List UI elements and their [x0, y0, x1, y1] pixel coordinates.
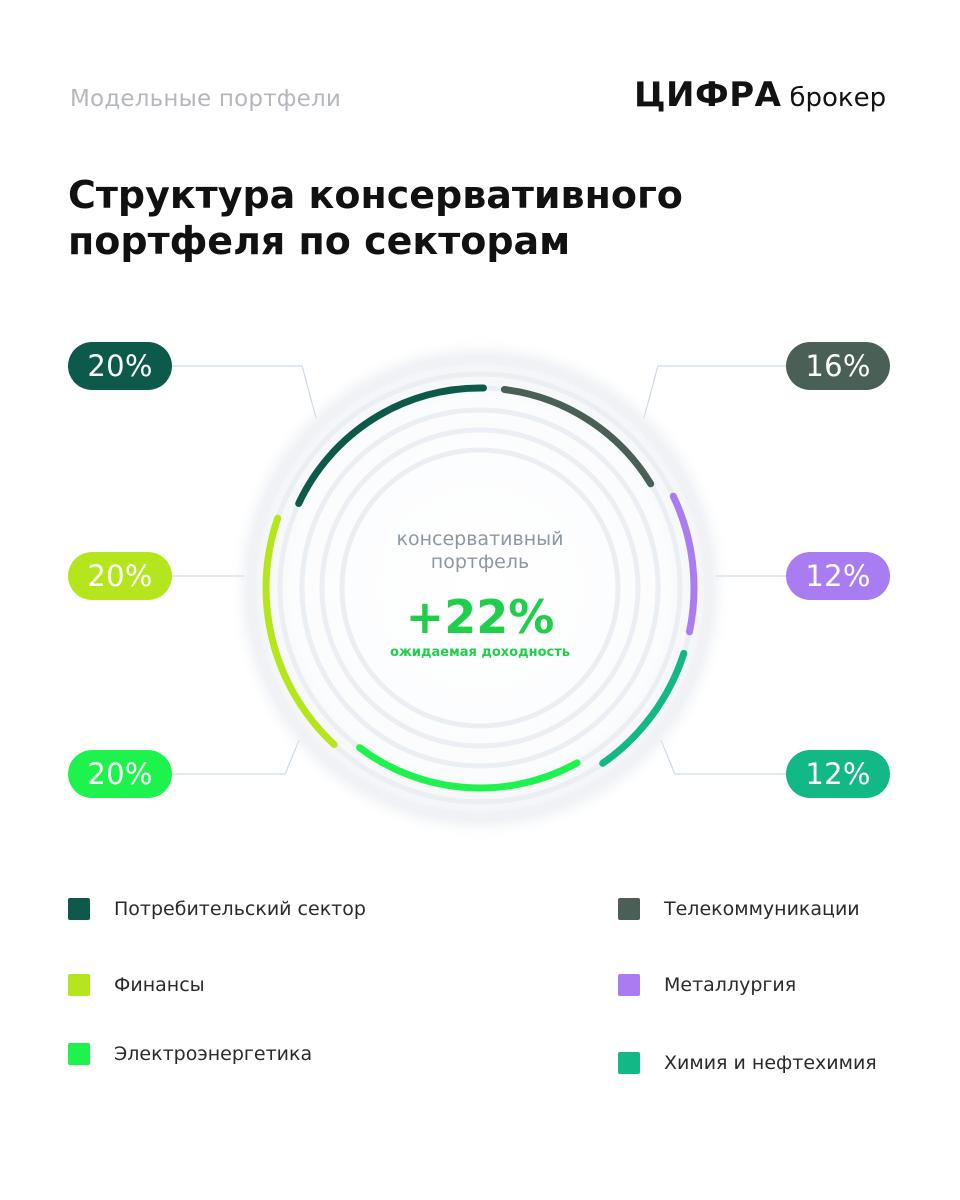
chart-title: Структура консервативного портфеля по се…: [68, 172, 788, 264]
percent-badge: 12%: [786, 750, 890, 798]
chart-title-line-2: портфеля по секторам: [68, 219, 571, 263]
legend-item: Химия и нефтехимия: [618, 1052, 877, 1074]
sector-arcs: [262, 384, 698, 792]
percent-badge: 12%: [786, 552, 890, 600]
legend-swatch: [68, 974, 90, 996]
legend-swatch: [618, 898, 640, 920]
leader-line: [172, 739, 300, 775]
brand-logo: ЦИФРА брокер: [634, 78, 886, 112]
logo-main-text: ЦИФРА: [634, 75, 782, 115]
legend-swatch: [618, 974, 640, 996]
percent-badge: 16%: [786, 342, 890, 390]
expected-return-value: +22%: [405, 590, 555, 644]
logo-sub-text: брокер: [789, 83, 887, 113]
leader-line: [643, 365, 786, 419]
legend-swatch: [68, 898, 90, 920]
legend-item: Телекоммуникации: [618, 898, 860, 920]
percent-badge: 20%: [68, 342, 172, 390]
percent-badge: 20%: [68, 750, 172, 798]
expected-return-caption: ожидаемая доходность: [390, 645, 570, 660]
legend-swatch: [68, 1043, 90, 1065]
legend-label: Металлургия: [664, 974, 797, 996]
legend-item: Финансы: [68, 974, 205, 996]
decorative-ring: [319, 427, 641, 749]
decorative-rings: [242, 350, 718, 826]
leader-line: [172, 365, 317, 419]
leader-lines: [172, 365, 786, 775]
sector-arc: [669, 492, 698, 636]
center-label-line-1: консервативный: [396, 528, 564, 550]
decorative-ring: [339, 447, 621, 729]
sector-arc: [599, 649, 688, 767]
decorative-ring: [248, 356, 712, 820]
sector-arc: [356, 744, 581, 792]
legend-label: Потребительский сектор: [114, 898, 366, 920]
legend-swatch: [618, 1052, 640, 1074]
legend-label: Химия и нефтехимия: [664, 1052, 877, 1074]
legend-label: Финансы: [114, 974, 205, 996]
header-subtitle: Модельные портфели: [70, 86, 342, 112]
center-label-line-2: портфель: [430, 551, 530, 573]
legend-item: Электроэнергетика: [68, 1043, 312, 1065]
sector-arc: [295, 384, 487, 507]
legend-label: Телекоммуникации: [664, 898, 860, 920]
legend-item: Металлургия: [618, 974, 796, 996]
legend-label: Электроэнергетика: [114, 1043, 313, 1065]
chart-title-line-1: Структура консервативного: [68, 173, 683, 217]
ring-disc: [246, 354, 714, 822]
leader-line: [660, 739, 786, 775]
decorative-ring: [299, 407, 661, 769]
sector-arc: [262, 514, 338, 748]
sector-arc: [500, 386, 655, 488]
legend-item: Потребительский сектор: [68, 898, 366, 920]
percent-badge: 20%: [68, 552, 172, 600]
